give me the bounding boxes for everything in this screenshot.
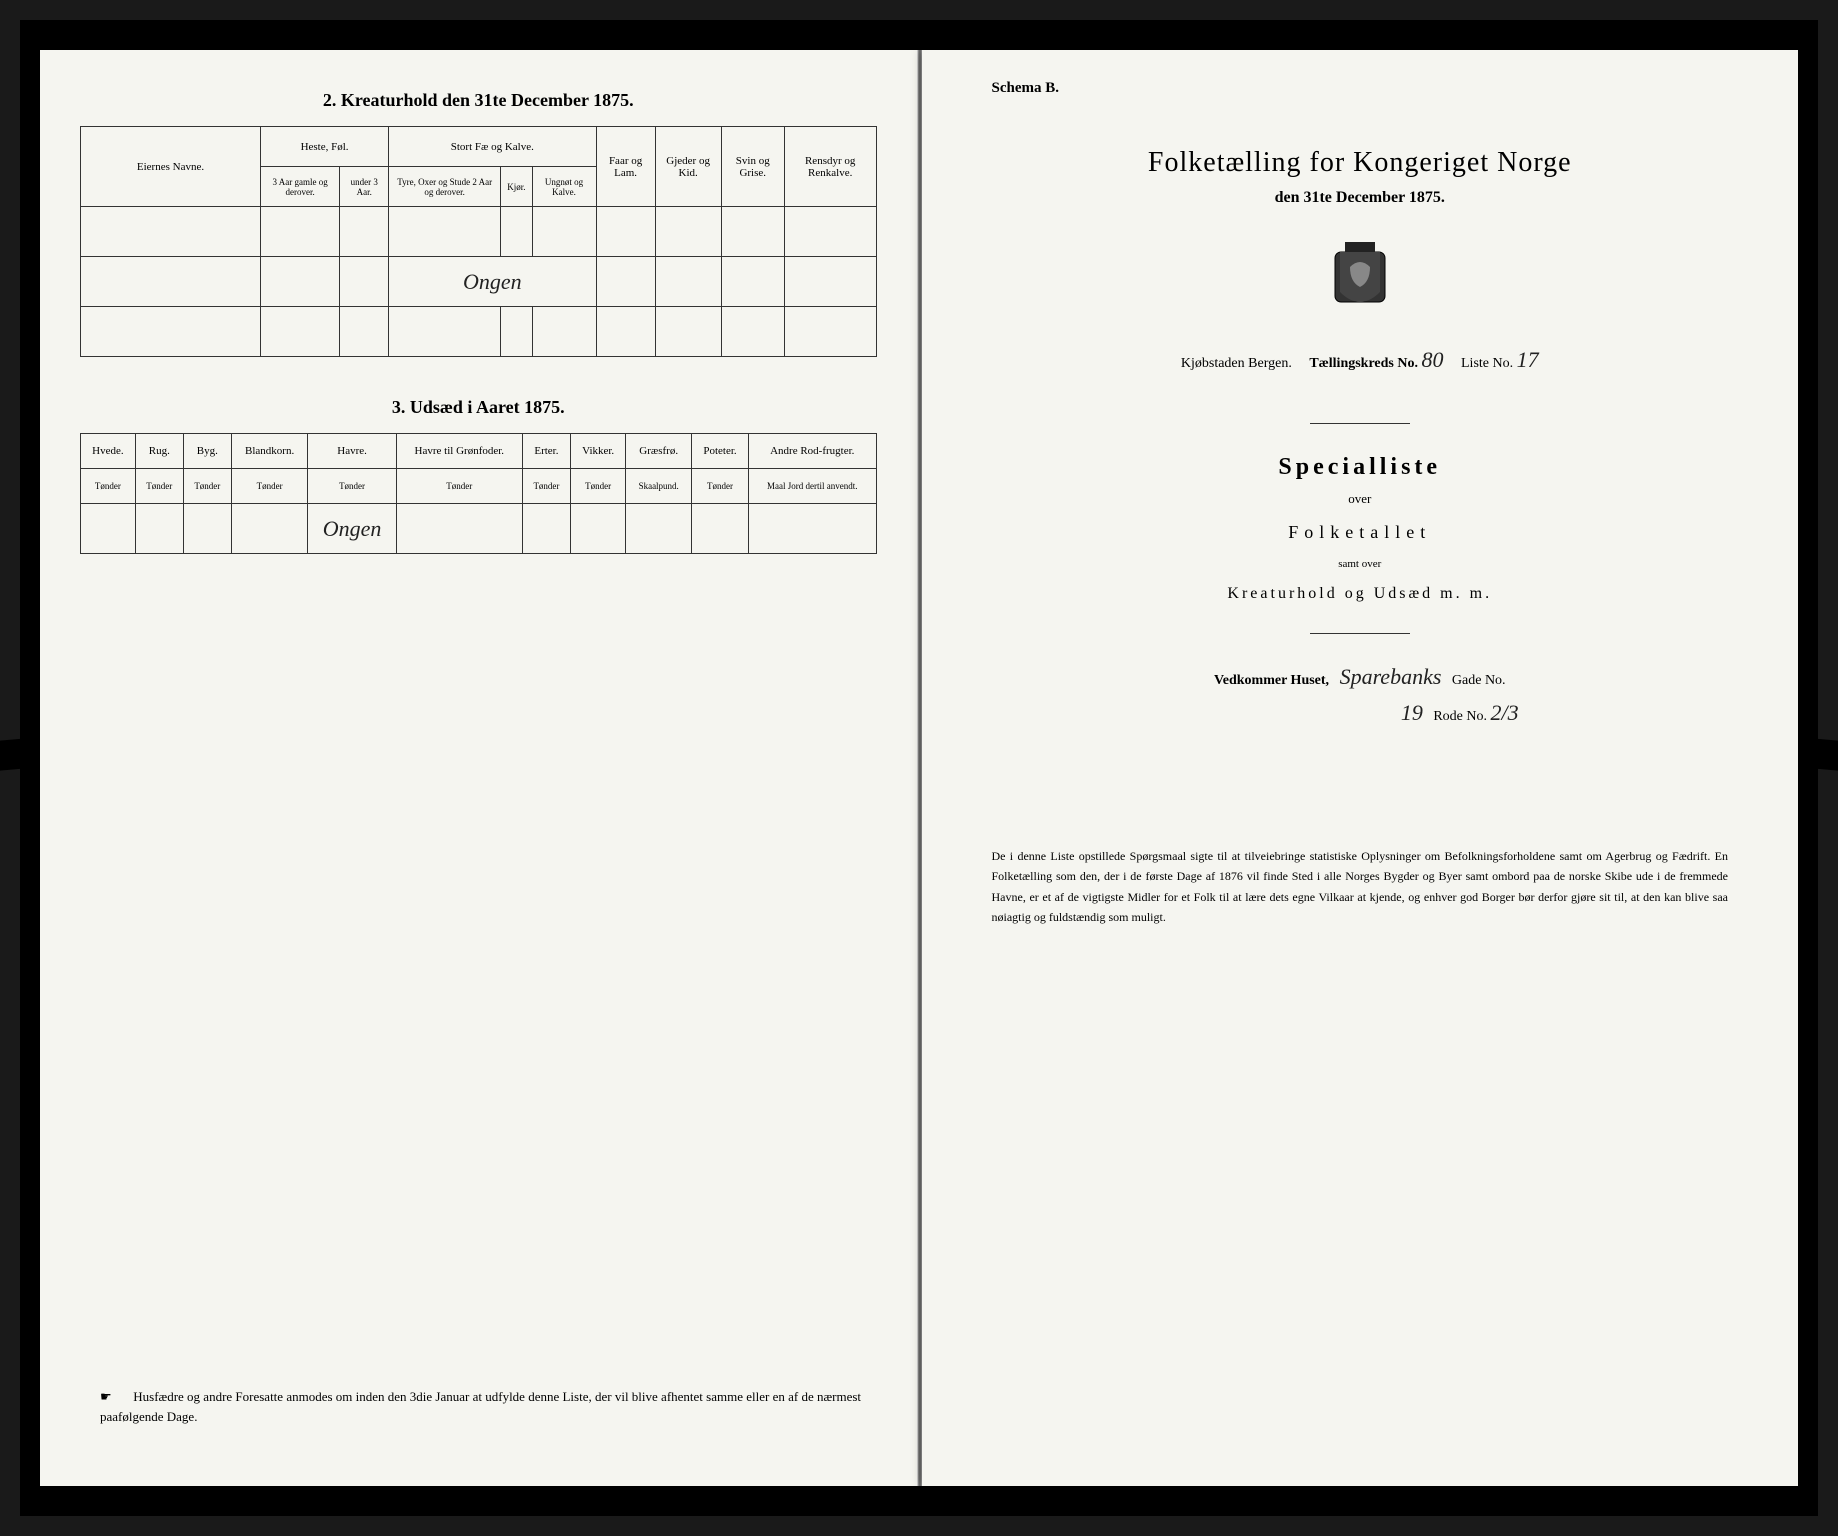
th-poteter: Poteter.: [691, 434, 748, 469]
th-storfae: Stort Fæ og Kalve.: [389, 127, 596, 167]
handwriting-cell: Ongen: [389, 257, 596, 307]
huset-line: Vedkommer Huset, Sparebanks Gade No.: [962, 664, 1759, 690]
th-svin: Svin og Grise.: [721, 127, 784, 207]
section2-title: 2. Kreaturhold den 31te December 1875.: [80, 90, 877, 111]
th-erter: Erter.: [522, 434, 570, 469]
footer-text: Husfædre og andre Foresatte anmodes om i…: [100, 1389, 861, 1424]
th-unit-skaal: Skaalpund.: [626, 469, 692, 504]
th-graesfro: Græsfrø.: [626, 434, 692, 469]
kreds-label: Tællingskreds No.: [1309, 356, 1418, 371]
table-row: [81, 307, 877, 357]
bottom-paragraph: De i denne Liste opstillede Spørgsmaal s…: [962, 846, 1759, 928]
th-unit: Tønder: [183, 469, 231, 504]
kreatur-line: Kreaturhold og Udsæd m. m.: [962, 585, 1759, 603]
over-text: over: [962, 491, 1759, 507]
coat-of-arms-icon: [1325, 237, 1395, 317]
liste-label: Liste No.: [1461, 356, 1513, 371]
table-row: Ongen: [81, 504, 877, 554]
th-blandkorn: Blandkorn.: [231, 434, 308, 469]
gade-label: Gade No.: [1452, 673, 1506, 688]
left-page: 2. Kreaturhold den 31te December 1875. E…: [40, 50, 918, 1486]
main-title: Folketælling for Kongeriget Norge: [962, 147, 1759, 179]
th-unit: Tønder: [396, 469, 522, 504]
th-byg: Byg.: [183, 434, 231, 469]
folketallet: Folketallet: [962, 522, 1759, 543]
th-unit: Tønder: [81, 469, 136, 504]
th-eier: Eiernes Navne.: [81, 127, 261, 207]
huset-value: Sparebanks: [1340, 664, 1442, 689]
schema-label: Schema B.: [992, 80, 1759, 97]
th-storfae-sub2: Kjør.: [501, 167, 532, 207]
rode-value: 2/3: [1491, 700, 1519, 725]
footer-note: ☛ Husfædre og andre Foresatte anmodes om…: [100, 1387, 877, 1426]
th-heste: Heste, Føl.: [261, 127, 389, 167]
sub-date: den 31te December 1875.: [962, 189, 1759, 207]
special-title: Specialliste: [962, 454, 1759, 481]
th-unit: Tønder: [308, 469, 396, 504]
th-storfae-sub1: Tyre, Oxer og Stude 2 Aar og derover.: [389, 167, 501, 207]
table-row: Ongen: [81, 257, 877, 307]
th-unit: Tønder: [691, 469, 748, 504]
th-havre: Havre.: [308, 434, 396, 469]
th-vikker: Vikker.: [570, 434, 625, 469]
th-heste-sub2: under 3 Aar.: [340, 167, 389, 207]
locality-line: Kjøbstaden Bergen. Tællingskreds No. 80 …: [962, 347, 1759, 373]
rode-label: Rode No.: [1433, 709, 1487, 724]
huset-label: Vedkommer Huset,: [1214, 673, 1329, 688]
th-hvede: Hvede.: [81, 434, 136, 469]
th-heste-sub1: 3 Aar gamle og derover.: [261, 167, 340, 207]
th-havre-gron: Havre til Grønfoder.: [396, 434, 522, 469]
rode-num: 19: [1401, 700, 1423, 725]
th-unit: Tønder: [522, 469, 570, 504]
th-storfae-sub3: Ungnøt og Kalve.: [532, 167, 596, 207]
right-page: Schema B. Folketælling for Kongeriget No…: [922, 50, 1799, 1486]
udsaed-table: Hvede. Rug. Byg. Blandkorn. Havre. Havre…: [80, 433, 877, 554]
th-faar: Faar og Lam.: [596, 127, 655, 207]
kreds-no: 80: [1422, 347, 1444, 372]
th-rug: Rug.: [135, 434, 183, 469]
handwriting-cell: Ongen: [308, 504, 396, 554]
section3-title: 3. Udsæd i Aaret 1875.: [80, 397, 877, 418]
th-unit: Tønder: [570, 469, 625, 504]
locality-prefix: Kjøbstaden Bergen.: [1181, 356, 1292, 371]
th-rensdyr: Rensdyr og Renkalve.: [784, 127, 876, 207]
th-andre: Andre Rod-frugter.: [749, 434, 876, 469]
divider: [1310, 633, 1410, 634]
kreaturhold-table: Eiernes Navne. Heste, Føl. Stort Fæ og K…: [80, 126, 877, 357]
pointing-hand-icon: ☛: [100, 1387, 130, 1407]
samt-over: samt over: [962, 558, 1759, 570]
th-unit: Tønder: [135, 469, 183, 504]
table-row: [81, 207, 877, 257]
th-unit: Tønder: [231, 469, 308, 504]
th-gjeder: Gjeder og Kid.: [655, 127, 721, 207]
liste-no: 17: [1517, 347, 1539, 372]
divider: [1310, 423, 1410, 424]
rode-line: 19 Rode No. 2/3: [962, 700, 1759, 726]
th-unit-maal: Maal Jord dertil anvendt.: [749, 469, 876, 504]
